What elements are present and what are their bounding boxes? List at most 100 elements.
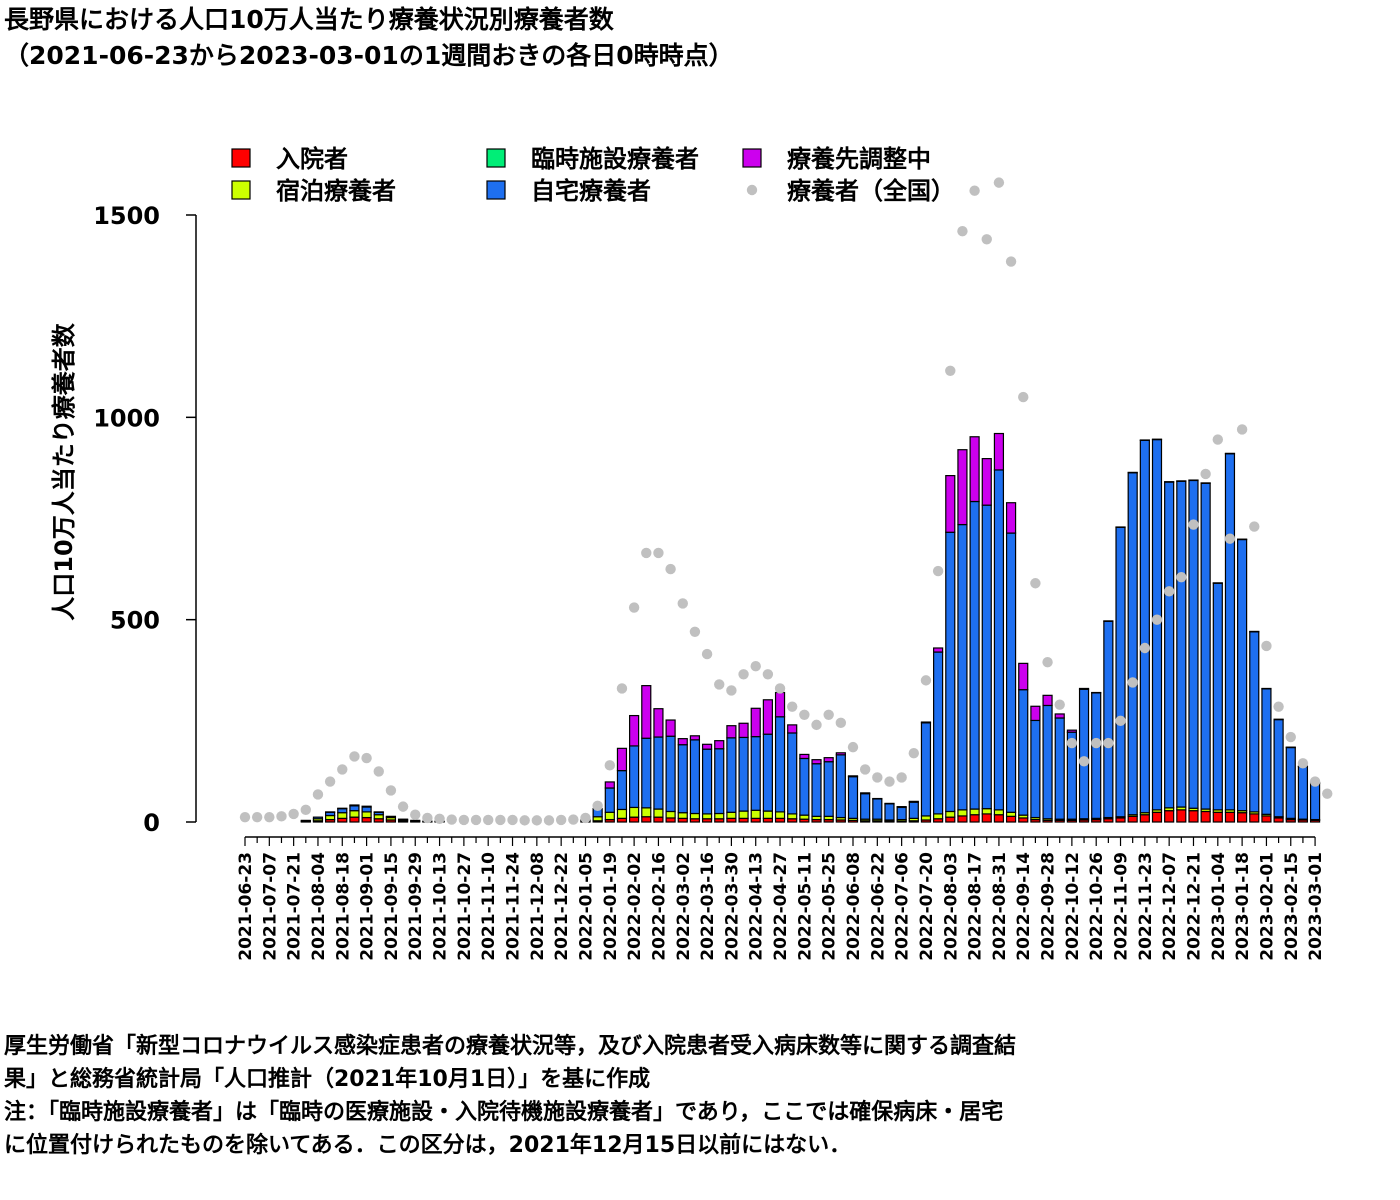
note-line-1: 厚生労働省「新型コロナウイルス感染症患者の療養状況等，及び入院患者受入病床数等に… xyxy=(4,1034,1017,1059)
bar-segment-0-2022-12-21 xyxy=(1188,810,1199,823)
bar-segment-0-2022-08-31 xyxy=(993,814,1005,823)
national-point-2023-01-04 xyxy=(1212,434,1224,445)
y-tick-label-1000: 1000 xyxy=(93,404,160,432)
x-tick-label-2022-08-31: 2022-08-31 xyxy=(990,852,1010,961)
bar-segment-1-2022-03-02 xyxy=(677,812,688,819)
bar-segment-3-2022-03-09 xyxy=(689,739,701,815)
bar-segment-3-2022-05-25 xyxy=(823,761,834,817)
national-point-2022-05-25 xyxy=(823,709,834,720)
bar-segment-3-2022-04-20 xyxy=(762,733,773,812)
bar-segment-0-2022-02-23 xyxy=(665,817,676,823)
national-point-2021-09-08 xyxy=(373,766,384,777)
national-point-2022-08-31 xyxy=(993,177,1005,188)
bar-segment-1-2022-07-27 xyxy=(933,813,944,820)
x-tick-label-2021-08-04: 2021-08-04 xyxy=(309,852,329,961)
national-point-2022-05-11 xyxy=(799,709,810,720)
national-point-2022-10-12 xyxy=(1066,737,1078,749)
national-point-2023-02-15 xyxy=(1285,731,1296,743)
bar-segment-4-2022-09-21 xyxy=(1030,705,1041,722)
bar-segment-4-2022-08-24 xyxy=(981,458,992,506)
bar-segment-4-2022-06-08 xyxy=(847,775,859,778)
bar-segment-4-2021-09-01 xyxy=(361,805,372,808)
national-point-2022-06-01 xyxy=(835,717,847,729)
bar-segment-4-2022-04-27 xyxy=(774,691,786,718)
bar-segment-3-2022-12-14 xyxy=(1176,480,1187,808)
bar-segment-1-2022-03-23 xyxy=(714,812,725,820)
bar-segment-4-2022-02-09 xyxy=(641,685,652,739)
bar-segment-3-2022-10-05 xyxy=(1054,717,1065,820)
national-point-2021-07-14 xyxy=(276,811,287,822)
bar-segment-3-2022-04-06 xyxy=(738,736,749,812)
x-tick-label-2022-12-21: 2022-12-21 xyxy=(1184,852,1204,961)
bar-segment-4-2022-05-25 xyxy=(823,757,834,763)
x-tick-label-2022-01-05: 2022-01-05 xyxy=(576,852,596,961)
national-point-2022-07-27 xyxy=(932,565,944,577)
bar-segment-3-2023-03-01 xyxy=(1309,782,1321,821)
x-tick-label-2021-07-07: 2021-07-07 xyxy=(260,852,280,961)
bar-segment-0-2022-09-14 xyxy=(1018,817,1029,823)
bar-segment-3-2023-02-22 xyxy=(1297,765,1309,820)
bar-segment-3-2021-08-25 xyxy=(349,805,360,812)
x-tick-label-2023-03-01: 2023-03-01 xyxy=(1306,852,1326,961)
national-point-2021-06-30 xyxy=(251,811,263,823)
bar-segment-4-2022-09-14 xyxy=(1018,662,1029,691)
national-point-2022-11-23 xyxy=(1139,642,1151,654)
national-point-2022-07-06 xyxy=(896,772,907,783)
national-point-2021-12-29 xyxy=(568,814,579,825)
bar-segment-3-2022-10-19 xyxy=(1078,688,1090,820)
bar-segment-3-2022-02-23 xyxy=(665,735,676,813)
legend-label-0: 入院者 xyxy=(276,145,348,173)
bar-segment-3-2022-01-26 xyxy=(616,770,628,811)
x-tick-label-2022-03-16: 2022-03-16 xyxy=(698,852,718,961)
bar-segment-1-2021-09-08 xyxy=(373,814,384,820)
bar-segment-3-2022-09-21 xyxy=(1030,719,1041,819)
bar-segment-3-2022-09-28 xyxy=(1042,704,1053,820)
bar-segment-4-2022-08-10 xyxy=(957,449,968,526)
x-tick-label-2022-11-23: 2022-11-23 xyxy=(1136,852,1156,961)
x-tick-label-2021-06-23: 2021-06-23 xyxy=(236,852,256,961)
title-line-1: 長野県における人口10万人当たり療養状況別療養者数 xyxy=(4,5,614,34)
source-notes: 厚生労働省「新型コロナウイルス感染症患者の療養状況等，及び入院患者受入病床数等に… xyxy=(4,1030,1016,1162)
legend-swatch-1 xyxy=(231,180,251,200)
bar-segment-4-2022-10-05 xyxy=(1054,713,1065,719)
x-tick-label-2021-08-18: 2021-08-18 xyxy=(333,852,353,961)
bar-segment-4-2022-06-01 xyxy=(835,752,846,756)
bar-segment-1-2022-08-31 xyxy=(993,809,1005,816)
bar-segment-3-2021-09-01 xyxy=(361,806,372,813)
bar-segment-1-2022-03-16 xyxy=(701,813,713,820)
legend-label-3: 自宅療養者 xyxy=(531,177,651,205)
x-tick-label-2022-02-02: 2022-02-02 xyxy=(625,852,645,961)
bar-segment-1-2022-02-16 xyxy=(653,808,664,818)
national-point-2022-03-16 xyxy=(701,648,713,660)
national-point-2021-09-22 xyxy=(397,801,409,812)
national-point-2023-01-18 xyxy=(1236,424,1248,435)
note-line-4: に位置付けられたものを除いてある．この区分は，2021年12月15日以前にはない… xyxy=(4,1133,852,1158)
x-tick-label-2021-10-13: 2021-10-13 xyxy=(431,852,451,961)
national-point-2021-09-29 xyxy=(410,809,421,820)
bar-segment-3-2022-12-28 xyxy=(1200,482,1211,810)
national-point-2023-02-08 xyxy=(1273,701,1284,712)
national-point-2021-06-23 xyxy=(239,811,251,823)
bar-segment-4-2022-03-02 xyxy=(677,738,688,746)
x-tick-label-2021-09-15: 2021-09-15 xyxy=(382,852,402,961)
national-point-undefined xyxy=(1322,788,1333,799)
x-tick-label-2023-02-01: 2023-02-01 xyxy=(1257,852,1277,961)
x-tick-label-2022-02-16: 2022-02-16 xyxy=(649,852,669,961)
bar-segment-3-2022-06-22 xyxy=(872,798,883,820)
national-point-2022-08-17 xyxy=(969,185,980,196)
national-point-2021-08-25 xyxy=(349,751,360,762)
national-point-2022-09-28 xyxy=(1042,656,1053,668)
bar-segment-4-2022-06-15 xyxy=(860,792,871,795)
x-tick-label-2022-10-12: 2022-10-12 xyxy=(1063,852,1083,961)
bar-segment-3-2022-05-18 xyxy=(811,763,822,817)
national-point-2022-08-10 xyxy=(957,225,968,237)
bar-segment-0-2022-08-24 xyxy=(981,813,992,823)
bar-segment-0-2023-01-11 xyxy=(1224,811,1236,823)
bar-segment-3-2022-07-20 xyxy=(920,722,932,817)
national-point-2023-02-01 xyxy=(1261,640,1272,652)
bar-segment-0-2022-12-28 xyxy=(1200,810,1211,823)
national-point-2022-01-12 xyxy=(592,800,603,812)
x-tick-label-2021-11-10: 2021-11-10 xyxy=(479,852,499,961)
y-axis-label: 人口10万人当たり療養者数 xyxy=(50,322,78,620)
